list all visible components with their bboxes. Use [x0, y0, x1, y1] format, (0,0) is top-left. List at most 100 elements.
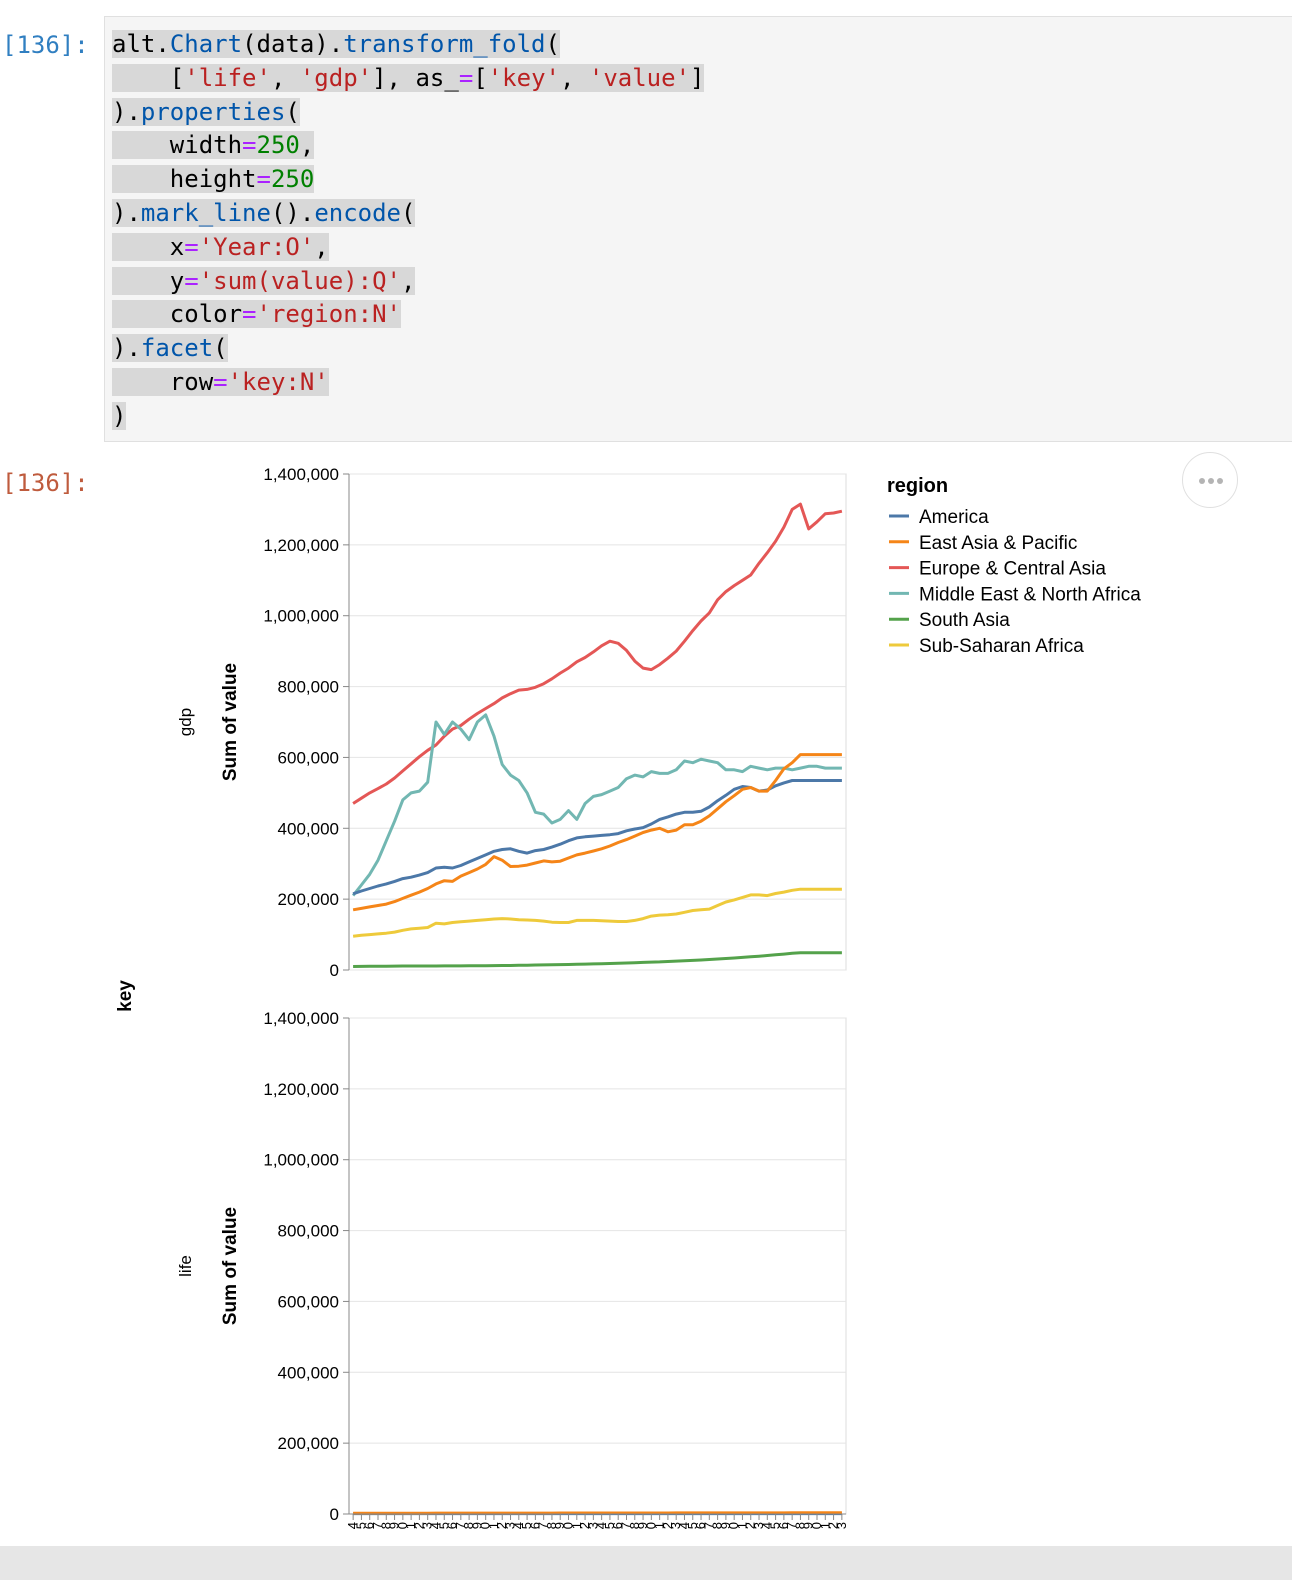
code-editor[interactable]: alt.Chart(data).transform_fold( ['life',…: [112, 28, 705, 434]
x-tick-label: 9: [552, 1522, 567, 1529]
legend-label: Middle East & North Africa: [919, 584, 1141, 605]
x-tick-label: 2: [826, 1522, 841, 1529]
code-token: 'region:N': [256, 300, 402, 329]
y-tick-label: 600,000: [278, 748, 339, 767]
plot-frame: [348, 1017, 847, 1515]
code-line[interactable]: height=250: [112, 163, 704, 197]
output-prompt: [136]:: [2, 469, 89, 497]
code-line[interactable]: row='key:N': [112, 366, 704, 400]
code-line[interactable]: color='region:N': [112, 298, 704, 332]
code-token: ().: [270, 198, 315, 227]
x-tick-label: 6: [445, 1522, 460, 1529]
legend-label: South Asia: [919, 610, 1010, 631]
y-tick-label: 1,200,000: [263, 1080, 339, 1099]
code-token: (data).: [242, 30, 344, 58]
code-token: 'life': [184, 63, 271, 92]
code-token: 'Year:O': [198, 232, 315, 261]
code-line[interactable]: ['life', 'gdp'], as_=['key', 'value']: [112, 62, 705, 96]
x-tick-label: 8: [544, 1522, 559, 1529]
code-line[interactable]: ): [112, 400, 704, 434]
x-tick-label: 6: [527, 1522, 542, 1529]
x-tick-label: 3: [503, 1522, 518, 1529]
facet-row-header: life: [176, 1255, 195, 1277]
code-token: 'key': [487, 63, 560, 92]
code-token: mark_line: [140, 198, 271, 227]
x-tick-label: 5: [768, 1522, 783, 1529]
code-line[interactable]: width=250,: [112, 129, 704, 163]
series-line: [351, 713, 842, 897]
code-token: ,: [559, 63, 589, 92]
y-tick-label: 200,000: [278, 1434, 339, 1453]
y-tick-label: 800,000: [278, 1222, 339, 1241]
x-tick-label: 2: [743, 1522, 758, 1529]
code-line[interactable]: alt.Chart(data).transform_fold(: [112, 28, 704, 62]
code-line[interactable]: y='sum(value):Q',: [112, 265, 704, 299]
x-tick-label: 1: [817, 1522, 832, 1529]
x-tick-label: 5: [353, 1522, 368, 1529]
legend-label: East Asia & Pacific: [919, 533, 1077, 554]
code-token: =: [256, 165, 271, 194]
y-tick-label: 0: [330, 961, 339, 980]
code-token: =: [213, 367, 228, 396]
x-tick-label: 1: [486, 1522, 501, 1529]
x-tick-label: 7: [370, 1522, 385, 1529]
code-token: .: [155, 30, 170, 58]
code-token: ).: [112, 198, 141, 227]
code-token: ): [112, 401, 127, 430]
code-line[interactable]: ).properties(: [112, 96, 704, 130]
x-tick-label: 5: [519, 1522, 534, 1529]
code-token: ,: [401, 266, 416, 295]
chart-actions-menu-button[interactable]: [1182, 452, 1238, 508]
code-line[interactable]: ).mark_line().encode(: [112, 197, 704, 231]
more-icon: [1199, 478, 1223, 484]
x-tick-label: 3: [585, 1522, 600, 1529]
series-line: [353, 951, 842, 968]
code-token: properties: [140, 97, 286, 126]
code-token: y: [112, 266, 185, 295]
series-line: [352, 502, 843, 805]
y-axis-title: Sum of value: [220, 663, 241, 781]
code-token: height: [112, 165, 257, 194]
series-line: [352, 887, 842, 938]
y-tick-label: 400,000: [278, 1363, 339, 1382]
code-token: (: [401, 198, 416, 227]
code-line[interactable]: ).facet(: [112, 332, 704, 366]
x-tick-label: 4: [759, 1522, 774, 1529]
x-tick-label: 1: [652, 1522, 667, 1529]
horizontal-scrollbar[interactable]: [0, 1546, 1292, 1580]
x-tick-label: 1: [734, 1522, 749, 1529]
code-token: 250: [270, 165, 315, 194]
legend-label: America: [919, 507, 989, 528]
code-line[interactable]: x='Year:O',: [112, 231, 704, 265]
x-tick-label: 1: [403, 1522, 418, 1529]
y-tick-label: 200,000: [278, 890, 339, 909]
code-token: 'sum(value):Q': [198, 266, 401, 295]
code-token: =: [242, 131, 257, 160]
y-tick-label: 1,000,000: [263, 1151, 339, 1170]
x-tick-label: 7: [536, 1522, 551, 1529]
code-token: 250: [256, 131, 300, 160]
code-token: ,: [299, 131, 315, 160]
code-token: transform_fold: [343, 30, 546, 58]
code-token: (: [285, 97, 300, 126]
input-prompt: [136]:: [2, 31, 89, 59]
code-token: ,: [270, 63, 300, 92]
x-tick-label: 8: [710, 1522, 725, 1529]
x-tick-label: 0: [395, 1522, 410, 1529]
code-token: [: [112, 63, 185, 92]
x-tick-label: 8: [627, 1522, 642, 1529]
x-tick-label: 8: [378, 1522, 393, 1529]
code-token: row: [112, 367, 214, 396]
y-tick-label: 0: [330, 1505, 339, 1524]
x-tick-label: 2: [577, 1522, 592, 1529]
x-tick-label: 2: [660, 1522, 675, 1529]
y-tick-label: 800,000: [278, 678, 339, 697]
code-token: ,: [314, 232, 329, 261]
x-tick-label: 4: [676, 1522, 691, 1529]
x-tick-label: 7: [784, 1522, 799, 1529]
legend-label: Sub-Saharan Africa: [919, 636, 1084, 657]
x-tick-label: 5: [436, 1522, 451, 1529]
code-token: x: [112, 232, 185, 261]
y-axis-title: Sum of value: [220, 1207, 241, 1325]
x-tick-label: 3: [420, 1522, 435, 1529]
